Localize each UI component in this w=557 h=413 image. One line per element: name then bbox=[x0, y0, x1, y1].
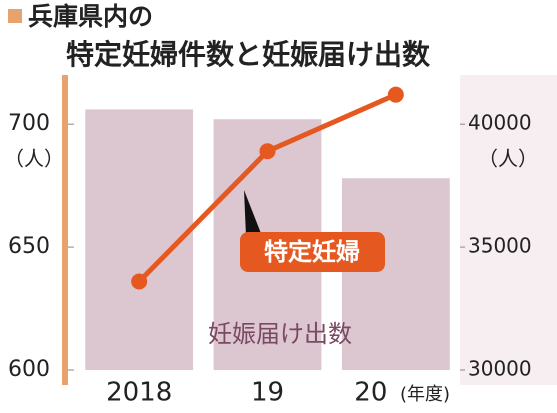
y-tick-label: 650 bbox=[8, 234, 50, 259]
bar bbox=[341, 178, 450, 370]
chart-title: 兵庫県内の bbox=[28, 2, 153, 31]
label-box bbox=[240, 232, 385, 272]
y2-tick-label: 35000 bbox=[468, 234, 532, 258]
point bbox=[131, 273, 148, 290]
y2-axis-label: （人） bbox=[478, 147, 538, 171]
y-axis-label: （人） bbox=[4, 147, 64, 171]
y-tick-label: 700 bbox=[8, 111, 50, 136]
x-tick-label: 2018 bbox=[106, 378, 172, 408]
point bbox=[259, 143, 276, 160]
x-axis-label: (年度) bbox=[400, 384, 450, 405]
y2-tick-label: 30000 bbox=[468, 357, 532, 381]
right-axis-band bbox=[460, 75, 557, 385]
bar bbox=[85, 109, 194, 371]
label-pointer bbox=[244, 190, 262, 236]
chart-title: 特定妊婦件数と妊娠届け出数 bbox=[66, 38, 431, 71]
x-tick-label: 19 bbox=[251, 378, 284, 408]
x-tick-label: 20 bbox=[354, 378, 387, 408]
y-tick-label: 600 bbox=[8, 357, 50, 382]
point bbox=[387, 86, 404, 103]
left-axis-bar bbox=[62, 75, 68, 385]
title-marker bbox=[8, 9, 22, 23]
series-label: 妊娠届け出数 bbox=[208, 320, 352, 348]
y2-tick-label: 40000 bbox=[468, 111, 532, 135]
series-label: 特定妊婦 bbox=[264, 238, 360, 266]
